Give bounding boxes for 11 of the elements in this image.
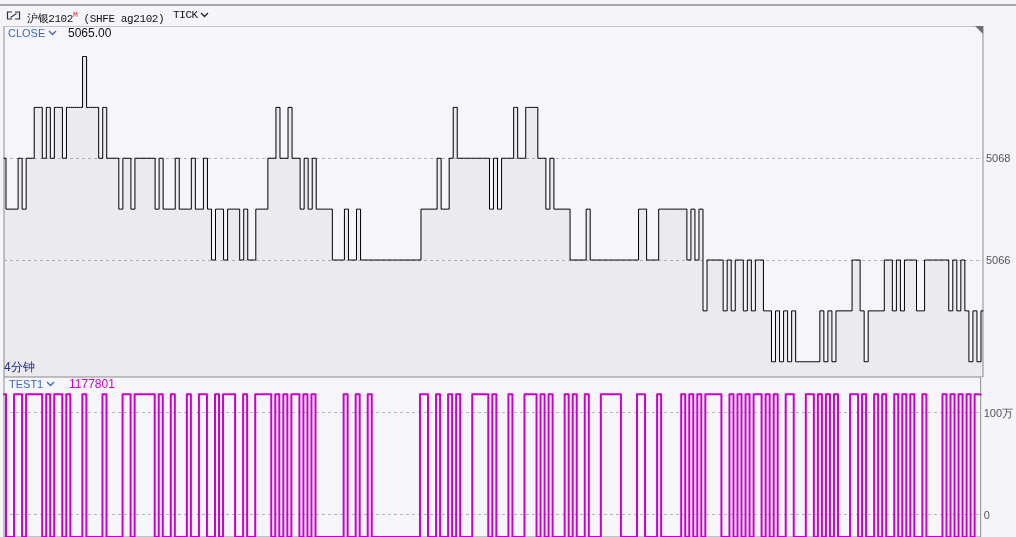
annotation: CLOSE xyxy=(8,26,46,40)
chart-title: 沪银2102$^{M}$ (SHFE ag2102) xyxy=(27,9,165,26)
annotation: 4分钟 xyxy=(4,360,35,374)
y-tick-label: 100万 xyxy=(983,406,1014,419)
annotation: TEST1 xyxy=(9,377,44,391)
annotation: 5065.00 xyxy=(68,26,112,40)
chart-subtitle: TICK xyxy=(173,8,198,22)
annotation: 1177801 xyxy=(69,377,115,391)
y-tick-label: 5066 xyxy=(986,254,1011,266)
y-tick-label: 5068 xyxy=(986,152,1011,165)
y-tick-label: 0 xyxy=(983,508,990,521)
